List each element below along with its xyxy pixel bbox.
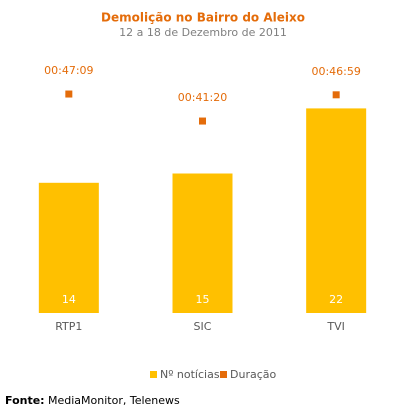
bar-label: 22 bbox=[329, 293, 343, 306]
x-tick-label: RTP1 bbox=[55, 320, 82, 333]
chart-subtitle: 12 a 18 de Dezembro de 2011 bbox=[119, 26, 287, 39]
marker bbox=[199, 117, 206, 125]
x-tick-label: SIC bbox=[194, 320, 212, 333]
marker-label: 00:46:59 bbox=[311, 65, 360, 78]
bar bbox=[38, 182, 99, 313]
legend-label: Nº notícias bbox=[160, 368, 220, 381]
x-tick-label: TVI bbox=[326, 320, 345, 333]
chart-title: Demolição no Bairro do Aleixo bbox=[101, 11, 305, 25]
source-label: Fonte: bbox=[5, 394, 45, 407]
bar bbox=[306, 108, 367, 314]
bar-label: 15 bbox=[196, 293, 210, 306]
legend-swatch bbox=[220, 371, 227, 378]
source: MediaMonitor, Telenews bbox=[48, 394, 180, 407]
marker-label: 00:41:20 bbox=[178, 91, 227, 104]
marker-label: 00:47:09 bbox=[44, 64, 93, 77]
legend-swatch bbox=[150, 371, 157, 378]
legend-label: Duração bbox=[230, 368, 276, 381]
bar bbox=[172, 173, 233, 313]
marker bbox=[65, 90, 73, 98]
marker bbox=[332, 91, 340, 99]
bar-label: 14 bbox=[62, 293, 76, 306]
